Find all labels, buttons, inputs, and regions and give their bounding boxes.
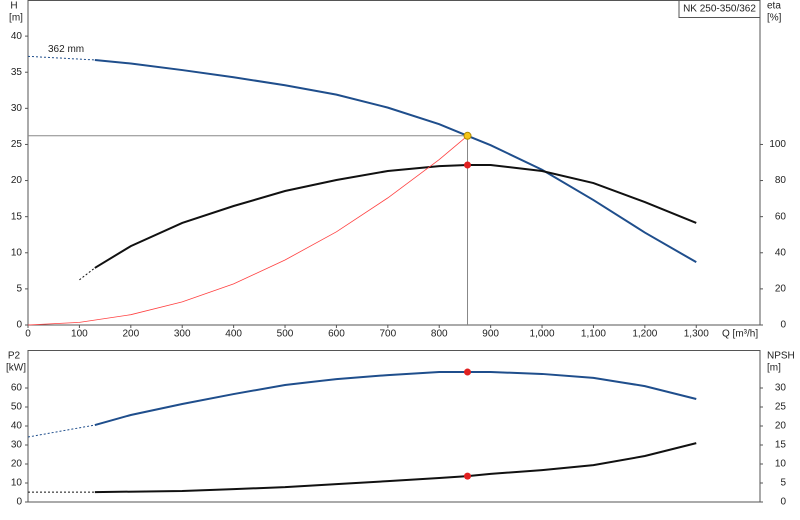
x-tick-label: 1,200 xyxy=(632,329,657,340)
y-tick-label: 60 xyxy=(11,383,23,394)
x-tick-label: 600 xyxy=(328,329,345,340)
y2-tick-label: 15 xyxy=(775,440,787,451)
y-tick-label: 40 xyxy=(11,421,23,432)
x-tick-label: 200 xyxy=(122,329,139,340)
y2-tick-label: 40 xyxy=(775,247,787,258)
curve xyxy=(94,164,697,269)
y2-axis-title: NPSH xyxy=(767,351,795,362)
y-axis-title: H xyxy=(10,1,17,12)
duty-point xyxy=(464,161,472,169)
y-tick-label: 25 xyxy=(11,139,23,150)
y-tick-label: 50 xyxy=(11,402,23,413)
y-axis-unit: [m] xyxy=(9,13,23,24)
x-tick-label: 800 xyxy=(431,329,448,340)
curve xyxy=(79,267,96,281)
y-tick-label: 30 xyxy=(11,103,23,114)
y-axis-title: P2 xyxy=(8,351,21,362)
y-tick-label: 35 xyxy=(11,67,23,78)
duty-point xyxy=(463,131,472,140)
curve xyxy=(94,371,697,427)
x-axis-title: Q [m³/h] xyxy=(722,329,758,340)
curve xyxy=(94,58,697,264)
duty-point xyxy=(464,368,472,376)
x-tick-label: 1,000 xyxy=(530,329,555,340)
y2-tick-label: 10 xyxy=(775,459,787,470)
curve xyxy=(27,55,95,61)
x-tick-label: 1,300 xyxy=(684,329,709,340)
curve-annotation: 362 mm xyxy=(48,44,84,55)
curve xyxy=(27,135,468,326)
y2-tick-label: 0 xyxy=(780,497,786,508)
y-tick-label: 0 xyxy=(16,497,22,508)
y-tick-label: 10 xyxy=(11,478,23,489)
x-tick-label: 500 xyxy=(277,329,294,340)
y-tick-label: 40 xyxy=(11,31,23,42)
x-tick-label: 100 xyxy=(71,329,88,340)
y-tick-label: 15 xyxy=(11,211,23,222)
x-tick-label: 700 xyxy=(379,329,396,340)
label-box-text: NK 250-350/362 xyxy=(683,4,756,15)
duty-point xyxy=(464,472,472,480)
y2-tick-label: 30 xyxy=(775,383,787,394)
x-tick-label: 300 xyxy=(174,329,191,340)
y2-tick-label: 5 xyxy=(780,478,786,489)
y-tick-label: 0 xyxy=(16,320,22,331)
y2-tick-label: 80 xyxy=(775,175,787,186)
curve xyxy=(27,424,95,438)
y2-tick-label: 20 xyxy=(775,421,787,432)
y-tick-label: 10 xyxy=(11,247,23,258)
x-tick-label: 0 xyxy=(25,329,31,340)
curve xyxy=(94,442,697,494)
y2-tick-label: 100 xyxy=(769,139,786,150)
y2-axis-unit: [%] xyxy=(767,13,782,24)
y2-tick-label: 0 xyxy=(780,320,786,331)
label-box xyxy=(678,0,761,18)
y-axis-unit: [kW] xyxy=(6,363,26,374)
y-tick-label: 20 xyxy=(11,459,23,470)
y2-axis-title: eta xyxy=(767,1,781,12)
y-tick-label: 20 xyxy=(11,175,23,186)
y2-tick-label: 60 xyxy=(775,211,787,222)
y2-tick-label: 20 xyxy=(775,284,787,295)
x-tick-label: 400 xyxy=(225,329,242,340)
x-tick-label: 900 xyxy=(482,329,499,340)
plot-frame xyxy=(27,350,761,503)
y2-tick-label: 25 xyxy=(775,402,787,413)
y2-axis-unit: [m] xyxy=(767,363,781,374)
plot-frame xyxy=(27,0,761,326)
y-tick-label: 5 xyxy=(16,284,22,295)
x-tick-label: 1,100 xyxy=(581,329,606,340)
y-tick-label: 30 xyxy=(11,440,23,451)
